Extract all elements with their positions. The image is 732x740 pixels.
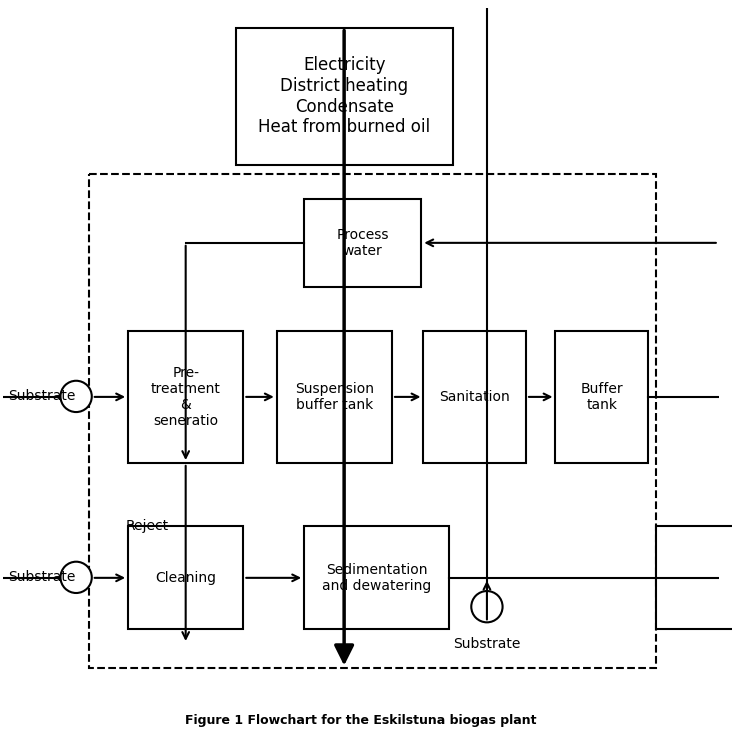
Circle shape <box>61 562 92 593</box>
Text: Cleaning: Cleaning <box>155 571 216 585</box>
Circle shape <box>471 591 503 622</box>
Text: Pre-
treatment
&
seneratio: Pre- treatment & seneratio <box>151 366 220 428</box>
Text: Reject: Reject <box>126 519 169 534</box>
Bar <box>556 331 649 463</box>
Text: Substrate: Substrate <box>453 637 520 651</box>
Text: Sanitation: Sanitation <box>439 390 510 404</box>
Circle shape <box>61 381 92 412</box>
Bar <box>304 526 449 629</box>
Text: Electricity
District heating
Condensate
Heat from burned oil: Electricity District heating Condensate … <box>258 56 430 136</box>
Bar <box>89 175 656 668</box>
Text: Buffer
tank: Buffer tank <box>580 382 623 412</box>
Text: Figure 1 Flowchart for the Eskilstuna biogas plant: Figure 1 Flowchart for the Eskilstuna bi… <box>185 714 537 727</box>
Bar <box>236 27 452 164</box>
Bar <box>128 331 243 463</box>
Text: Substrate: Substrate <box>7 389 75 403</box>
Bar <box>128 526 243 629</box>
Text: Process
water: Process water <box>337 228 389 258</box>
Bar <box>423 331 526 463</box>
Text: Sedimentation
and dewatering: Sedimentation and dewatering <box>322 562 431 593</box>
Text: Suspension
buffer tank: Suspension buffer tank <box>295 382 374 412</box>
Bar <box>277 331 392 463</box>
Bar <box>304 199 422 287</box>
Bar <box>656 526 732 629</box>
Text: Substrate: Substrate <box>7 571 75 585</box>
